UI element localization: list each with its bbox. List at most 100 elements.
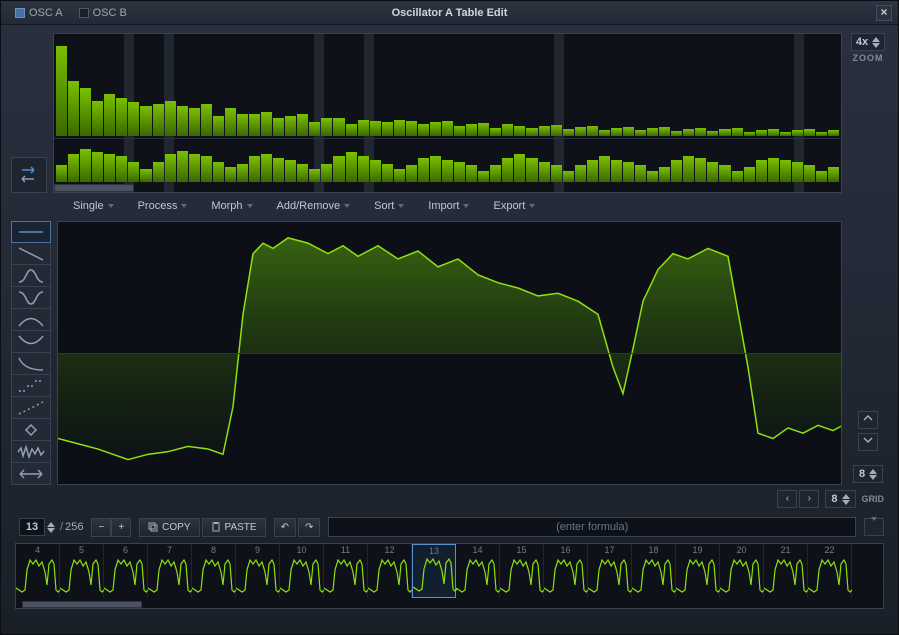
frame-thumb-12[interactable]: 12	[368, 544, 412, 598]
undo-button[interactable]: ↶	[274, 518, 296, 537]
zoom-value-box[interactable]: 4x	[851, 33, 885, 51]
osc-b-label: OSC B	[93, 7, 127, 19]
menu-single[interactable]: Single	[61, 197, 126, 215]
redo-button[interactable]: ↷	[298, 518, 320, 537]
frame-index-input[interactable]: 13	[19, 518, 45, 536]
arc-up-icon	[16, 309, 46, 331]
zoom-stepper[interactable]	[872, 37, 880, 48]
nav-value-box[interactable]: 8	[825, 490, 855, 508]
copy-icon	[148, 522, 158, 532]
diamond-icon	[16, 419, 46, 441]
chevron-down-icon	[863, 436, 873, 444]
arc-dn-icon	[16, 331, 46, 353]
frame-thumb-21[interactable]: 21	[764, 544, 808, 598]
tool-arc-dn[interactable]	[11, 331, 51, 353]
harmonics-upper	[54, 36, 841, 136]
frame-thumb-9[interactable]: 9	[236, 544, 280, 598]
tool-arc-up[interactable]	[11, 309, 51, 331]
menu-morph[interactable]: Morph	[199, 197, 264, 215]
frame-thumb-11[interactable]: 11	[324, 544, 368, 598]
spectrum-scrollbar[interactable]	[54, 184, 134, 192]
menu-import[interactable]: Import	[416, 197, 481, 215]
frame-thumb-10[interactable]: 10	[280, 544, 324, 598]
line-flat-icon	[16, 221, 46, 243]
osc-b-tab[interactable]: OSC B	[71, 5, 135, 21]
frame-thumb-16[interactable]: 16	[544, 544, 588, 598]
osc-a-tab[interactable]: OSC A	[7, 5, 71, 21]
move-up-button[interactable]	[858, 411, 878, 429]
prev-frame-button[interactable]: ‹	[777, 490, 797, 508]
dropdown-icon	[463, 204, 469, 208]
thumbs-scrollbar[interactable]	[22, 601, 142, 608]
curve-s-icon	[16, 265, 46, 287]
osc-a-checkbox[interactable]	[15, 8, 25, 18]
remove-frame-button[interactable]: −	[91, 518, 111, 537]
frame-thumb-19[interactable]: 19	[676, 544, 720, 598]
frame-thumb-5[interactable]: 5	[60, 544, 104, 598]
grid-up-icon[interactable]	[869, 469, 877, 474]
grid-value-box[interactable]: 8	[853, 465, 883, 483]
wavetable-editor-window: OSC A OSC B Oscillator A Table Edit ×	[0, 0, 899, 635]
dropdown-icon	[108, 204, 114, 208]
frame-thumb-15[interactable]: 15	[500, 544, 544, 598]
frame-thumb-18[interactable]: 18	[632, 544, 676, 598]
frame-thumb-7[interactable]: 7	[148, 544, 192, 598]
decay-icon	[16, 353, 46, 375]
close-button[interactable]: ×	[876, 5, 892, 21]
frame-thumb-4[interactable]: 4	[16, 544, 60, 598]
menu-export[interactable]: Export	[481, 197, 547, 215]
osc-a-label: OSC A	[29, 7, 63, 19]
grid-down-icon[interactable]	[869, 475, 877, 480]
tool-curve-s[interactable]	[11, 265, 51, 287]
content: 4x ZOOM SingleProcessMorphAdd/RemoveSort…	[1, 25, 898, 617]
tool-dots-up[interactable]	[11, 397, 51, 419]
dropdown-icon	[529, 204, 535, 208]
wavetable-frames-strip[interactable]: 45678910111213141516171819202122	[15, 543, 884, 609]
paste-button[interactable]: PASTE	[202, 518, 266, 537]
line-down-icon	[16, 243, 46, 265]
formula-menu-button[interactable]	[864, 518, 884, 536]
zoom-value: 4x	[856, 36, 868, 48]
next-frame-button[interactable]: ›	[799, 490, 819, 508]
drawing-tool-palette	[11, 221, 51, 485]
frame-thumb-8[interactable]: 8	[192, 544, 236, 598]
copy-button[interactable]: COPY	[139, 518, 199, 537]
frame-thumb-14[interactable]: 14	[456, 544, 500, 598]
frame-up[interactable]	[47, 522, 55, 527]
menubar: SingleProcessMorphAdd/RemoveSortImportEx…	[11, 193, 888, 221]
frame-thumb-20[interactable]: 20	[720, 544, 764, 598]
frame-down[interactable]	[47, 528, 55, 533]
tool-line-down[interactable]	[11, 243, 51, 265]
tool-decay[interactable]	[11, 353, 51, 375]
frame-thumb-22[interactable]: 22	[808, 544, 852, 598]
titlebar: OSC A OSC B Oscillator A Table Edit ×	[1, 1, 898, 25]
frame-thumb-13[interactable]: 13	[412, 544, 456, 598]
waterfall-icon	[18, 164, 40, 186]
nav-value: 8	[831, 493, 837, 505]
curve-n-icon	[16, 287, 46, 309]
frame-thumb-17[interactable]: 17	[588, 544, 632, 598]
formula-input[interactable]: (enter formula)	[328, 517, 856, 537]
frame-thumb-6[interactable]: 6	[104, 544, 148, 598]
add-frame-button[interactable]: +	[111, 518, 131, 537]
tool-curve-n[interactable]	[11, 287, 51, 309]
paste-icon	[211, 522, 221, 532]
tool-noise[interactable]	[11, 441, 51, 463]
menu-add-remove[interactable]: Add/Remove	[265, 197, 363, 215]
window-title: Oscillator A Table Edit	[1, 7, 898, 19]
move-down-button[interactable]	[858, 433, 878, 451]
waveform-display[interactable]	[57, 221, 842, 485]
spectrum-mode-button[interactable]	[11, 157, 47, 193]
tool-line-flat[interactable]	[11, 221, 51, 243]
harmonics-lower	[54, 140, 841, 182]
zoom-down-icon[interactable]	[872, 43, 880, 48]
spectrum-display[interactable]	[53, 33, 842, 193]
tool-diamond[interactable]	[11, 419, 51, 441]
osc-b-checkbox[interactable]	[79, 8, 89, 18]
zoom-up-icon[interactable]	[872, 37, 880, 42]
bottom-toolbar: 13 / 256 − + COPY PASTE ↶	[11, 513, 888, 543]
tool-step-dots[interactable]	[11, 375, 51, 397]
menu-process[interactable]: Process	[126, 197, 200, 215]
tool-h-resize[interactable]	[11, 463, 51, 485]
menu-sort[interactable]: Sort	[362, 197, 416, 215]
